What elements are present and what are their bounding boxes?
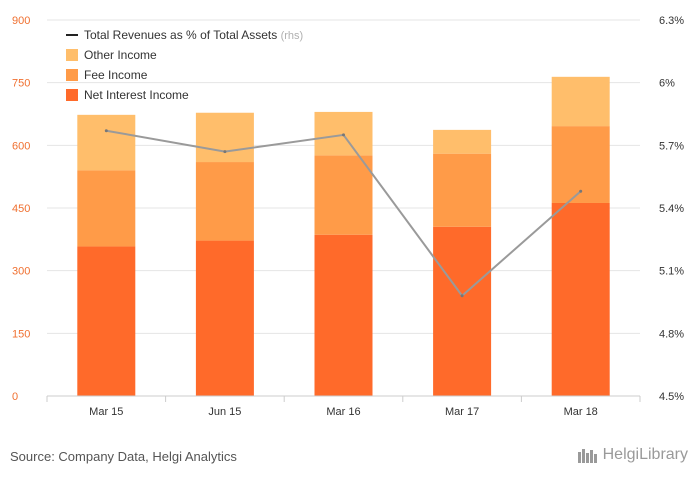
- legend-label-revenues-ratio: Total Revenues as % of Total Assets (rhs…: [84, 28, 303, 42]
- y-right-tick-label: 5.7%: [659, 140, 684, 152]
- x-tick-label: Mar 18: [564, 406, 598, 418]
- x-tick-label: Mar 17: [445, 406, 479, 418]
- y-right-tick-label: 6%: [659, 78, 675, 90]
- y-right-tick-label: 5.4%: [659, 203, 684, 215]
- source-note: Source: Company Data, Helgi Analytics: [10, 449, 237, 464]
- legend-rhs-suffix: (rhs): [281, 30, 304, 42]
- y-left-tick-label: 0: [12, 391, 18, 403]
- line-point: [460, 294, 464, 298]
- y-left-tick-label: 600: [12, 140, 30, 152]
- line-point: [342, 133, 345, 137]
- brand-name: HelgiLibrary: [602, 446, 688, 463]
- y-right-tick-label: 4.8%: [659, 328, 684, 340]
- legend-swatch: [66, 69, 78, 81]
- bar-net-interest-income: [77, 246, 136, 396]
- bar-fee-income: [433, 153, 492, 227]
- bar-net-interest-income: [551, 202, 610, 396]
- line-point: [223, 150, 227, 154]
- y-right-tick-label: 6.3%: [659, 15, 684, 27]
- legend-label-other-income: Other Income: [84, 48, 157, 62]
- y-left-tick-label: 450: [12, 203, 30, 215]
- stacked-bar-line-chart: 0 150 300 450 600 750 900 4.5% 4.8% 5.1% 5.4% 5.7% 6…: [12, 15, 684, 418]
- bar-other-income: [433, 129, 492, 154]
- bar-net-interest-income: [433, 226, 492, 396]
- y-left-tick-label: 150: [12, 328, 30, 340]
- x-tick-label: Mar 15: [89, 406, 123, 418]
- x-tick-label: Jun 15: [208, 406, 241, 418]
- axes: 0 150 300 450 600 750 900 4.5% 4.8% 5.1% 5.4% 5.7% 6…: [12, 15, 684, 418]
- bars: [77, 76, 610, 396]
- legend-swatch: [66, 49, 78, 61]
- legend-label-net-interest-income: Net Interest Income: [84, 88, 189, 102]
- legend-label-fee-income: Fee Income: [84, 68, 148, 82]
- y-left-tick-label: 300: [12, 266, 30, 278]
- library-logo-icon: [577, 449, 597, 463]
- bar-fee-income: [195, 162, 254, 241]
- bar-net-interest-income: [314, 234, 373, 396]
- legend: Total Revenues as % of Total Assets (rhs…: [66, 28, 303, 102]
- bar-fee-income: [314, 155, 373, 235]
- y-left-tick-label: 900: [12, 15, 30, 27]
- helgi-library-logo: HelgiLibrary: [577, 446, 688, 464]
- bar-other-income: [551, 76, 610, 127]
- bar-other-income: [195, 112, 254, 163]
- y-left-tick-label: 750: [12, 78, 30, 90]
- line-point: [104, 129, 108, 133]
- x-tick-label: Mar 16: [326, 406, 360, 418]
- bar-fee-income: [77, 170, 136, 247]
- y-right-tick-label: 4.5%: [659, 391, 684, 403]
- ratio-line: [104, 129, 583, 298]
- bar-net-interest-income: [195, 240, 254, 396]
- line-point: [579, 189, 583, 193]
- bar-other-income: [77, 114, 136, 171]
- y-right-tick-label: 5.1%: [659, 266, 684, 278]
- legend-swatch: [66, 89, 78, 101]
